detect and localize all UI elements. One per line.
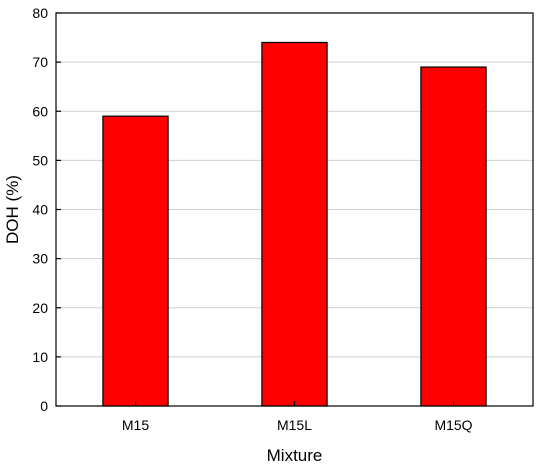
y-axis-label: DOH (%) [3, 175, 22, 244]
bar-m15 [102, 115, 169, 407]
x-tick-label: M15 [122, 417, 149, 433]
y-tick-label: 50 [32, 152, 48, 168]
y-tick-label: 10 [32, 349, 48, 365]
y-axis-ticks: 0 10 20 30 40 50 60 70 80 [32, 5, 61, 414]
bar-m15l [261, 41, 328, 407]
y-tick-label: 40 [32, 202, 48, 218]
x-axis-label: Mixture [267, 446, 323, 465]
y-tick-label: 20 [32, 300, 48, 316]
y-tick-label: 80 [32, 5, 48, 21]
x-tick-label: M15L [277, 417, 312, 433]
bar-m15q [420, 66, 487, 407]
bars [102, 41, 487, 407]
y-tick-label: 30 [32, 251, 48, 267]
x-tick-label: M15Q [434, 417, 472, 433]
x-axis-ticks: M15 M15L M15Q [122, 401, 473, 433]
y-tick-label: 70 [32, 54, 48, 70]
y-tick-label: 60 [32, 103, 48, 119]
y-tick-label: 0 [40, 398, 48, 414]
